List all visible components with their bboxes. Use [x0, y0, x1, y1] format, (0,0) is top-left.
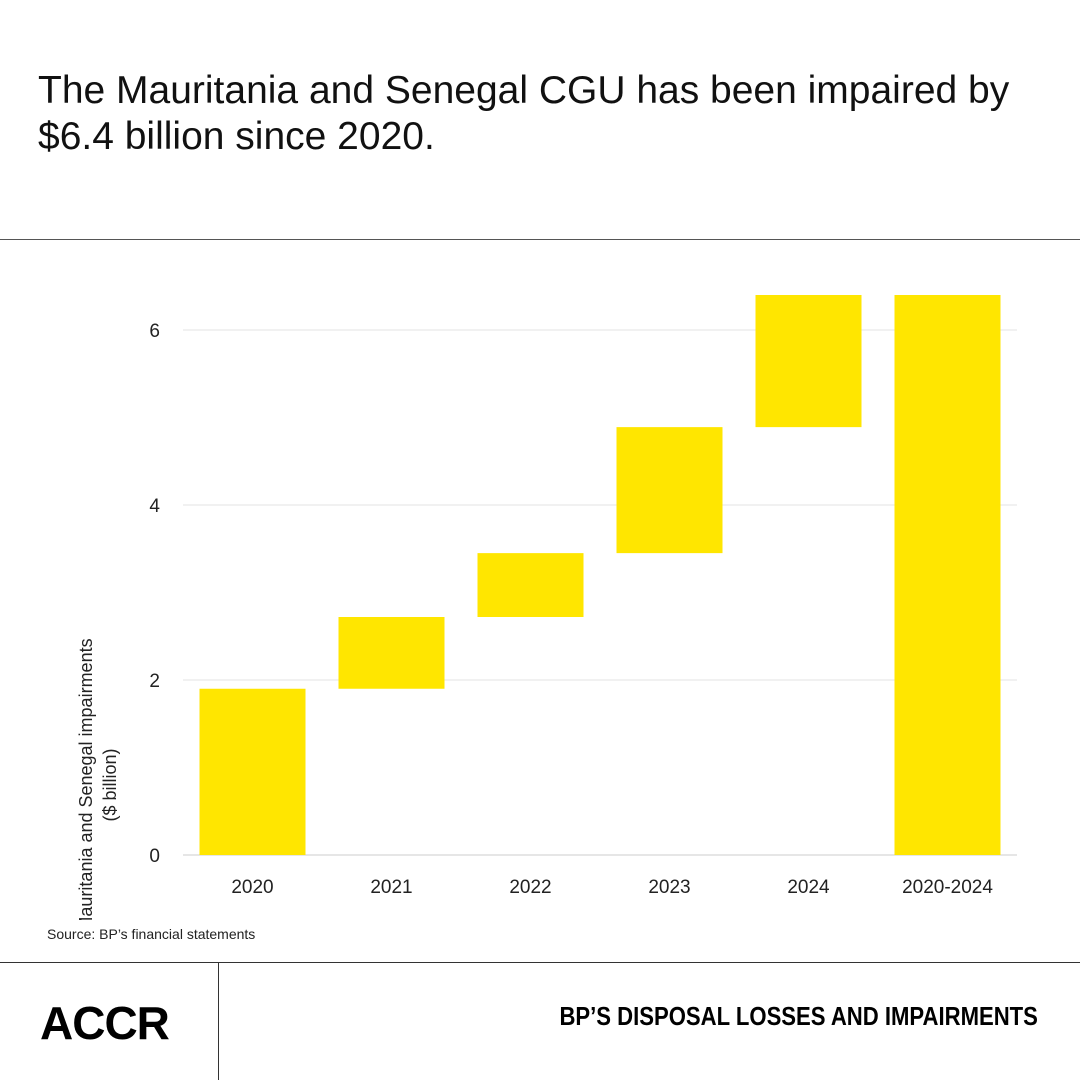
bar-2023: [616, 427, 723, 554]
y-tick-label: 2: [149, 671, 160, 692]
bar-2021: [338, 617, 445, 689]
x-tick-label: 2022: [509, 877, 551, 898]
y-tick-label: 4: [149, 496, 160, 517]
bar-2022: [477, 553, 584, 617]
divider: [0, 962, 1080, 963]
y-axis-label-line: Mauritania and Senegal impairments: [76, 638, 96, 920]
x-tick-label: 2021: [370, 877, 412, 898]
bar-2024: [755, 295, 862, 428]
y-tick-label: 6: [149, 321, 160, 342]
divider: [0, 239, 1080, 240]
divider: [218, 963, 219, 1080]
y-tick-label: 0: [149, 846, 160, 867]
y-axis-label: Mauritania and Senegal impairments ($ bil…: [76, 638, 120, 920]
waterfall-chart: 0 2 4 6 2020 2021 2022 2023 2024 2020-2024 Maurita…: [76, 295, 1017, 920]
y-axis-label-line: ($ billion): [100, 748, 120, 821]
bar-2020: [199, 688, 306, 855]
x-tick-label: 2023: [648, 877, 690, 898]
accr-logo: ACCR: [40, 997, 170, 1049]
x-tick-label: 2020-2024: [902, 877, 993, 898]
footer-title: BP’S DISPOSAL LOSSES AND IMPAIRMENTS: [559, 1001, 1038, 1031]
source-note: Source: BP’s financial statements: [47, 926, 256, 942]
x-tick-label: 2024: [787, 877, 830, 898]
page-title: The Mauritania and Senegal CGU has been …: [38, 69, 1010, 158]
bar-2020-2024: [894, 295, 1001, 855]
x-tick-label: 2020: [231, 877, 273, 898]
